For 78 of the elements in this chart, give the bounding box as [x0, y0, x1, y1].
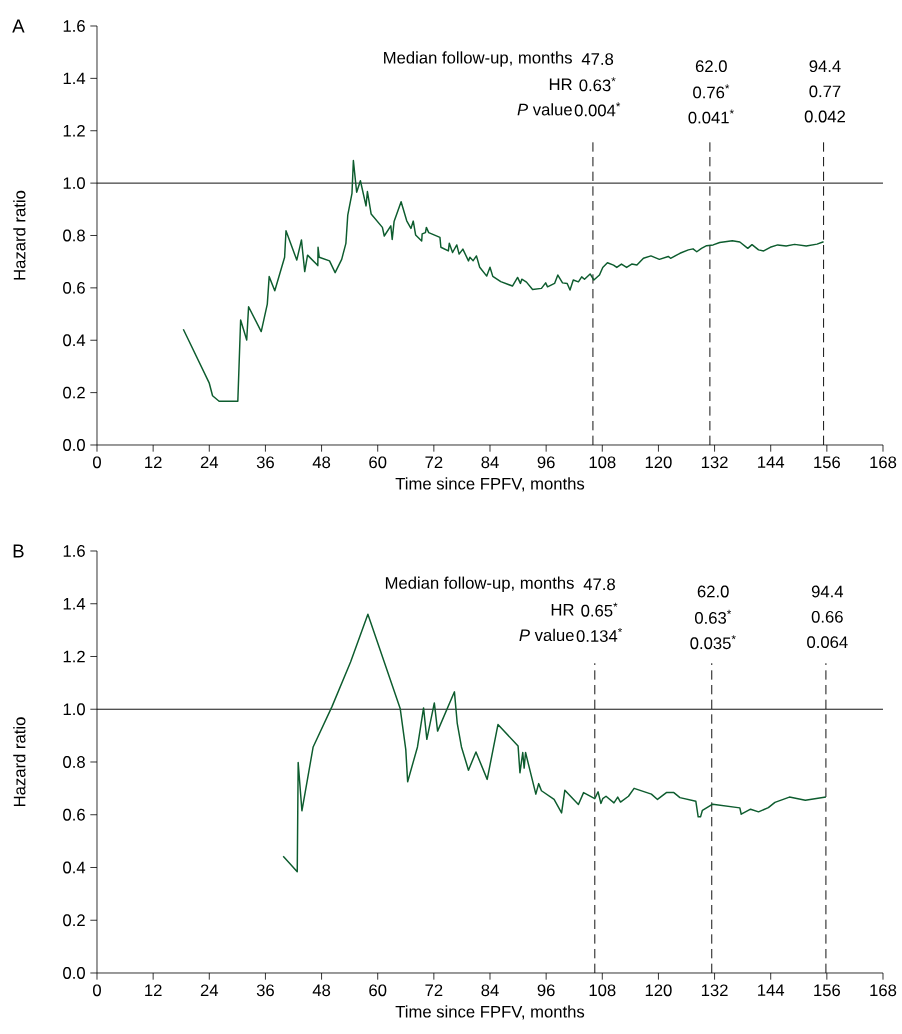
x-tick-label: 132	[701, 456, 728, 469]
annotation: P value	[519, 628, 574, 642]
x-tick-label: 72	[425, 456, 443, 469]
x-tick-label: 60	[369, 984, 387, 997]
annotation: P value	[517, 103, 572, 116]
x-tick-label: 48	[312, 984, 331, 997]
annotation: 94.4	[809, 60, 841, 73]
y-tick-label: 1.4	[63, 72, 86, 85]
y-tick-label: 0.6	[63, 281, 85, 294]
y-tick-label: 0.6	[63, 808, 85, 821]
x-tick-label: 168	[870, 984, 897, 997]
y-tick-label: 1.6	[63, 545, 85, 557]
x-tick-label: 36	[256, 984, 274, 997]
y-tick-label: 1.4	[63, 598, 86, 610]
x-axis-title: Time since FPFV, months	[395, 1005, 585, 1020]
chart-title: B	[13, 544, 24, 558]
annotation: 0.77	[809, 85, 841, 98]
x-tick-label: 156	[814, 456, 841, 469]
annotation: 0.66	[811, 610, 843, 623]
y-tick-label: 0.2	[63, 386, 85, 399]
annotation: HR	[549, 78, 572, 90]
x-tick-label: 144	[758, 456, 785, 468]
annotation: 62.0	[695, 60, 727, 73]
chart-title: A	[12, 19, 25, 33]
x-tick-label: 108	[589, 456, 616, 469]
x-tick-label: 24	[200, 456, 219, 469]
annotation: Median follow-up, months	[384, 51, 572, 67]
y-tick-label: 1.2	[63, 650, 85, 663]
x-tick-label: 24	[200, 984, 219, 997]
x-tick-label: 12	[145, 456, 162, 469]
y-axis-title: Hazard ratio	[13, 717, 26, 807]
x-tick-label: 120	[645, 984, 672, 997]
y-tick-label: 0.0	[63, 967, 85, 979]
x-tick-label: 84	[481, 984, 499, 997]
x-tick-label: 96	[537, 984, 555, 997]
annotation: 0.042	[804, 110, 845, 123]
x-tick-label: 12	[145, 984, 162, 997]
annotation: 0.064	[807, 636, 848, 649]
x-tick-label: 36	[256, 456, 274, 469]
x-tick-label: 144	[758, 984, 785, 996]
annotation: 0.035$^{*}$	[690, 635, 736, 650]
annotation: 0.134$^{*}$	[576, 627, 623, 642]
y-tick-label: 0.4	[63, 861, 86, 874]
y-axis-title: Hazard ratio	[13, 190, 26, 280]
x-tick-label: 0	[93, 984, 101, 997]
annotation: 47.8	[581, 53, 614, 65]
y-tick-label: 1.0	[63, 703, 85, 716]
x-tick-label: 132	[701, 984, 728, 997]
y-tick-label: 0.2	[63, 914, 85, 927]
x-axis-title: Time since FPFV, months	[395, 477, 585, 492]
annotation: 0.63$^{*}$	[579, 77, 616, 92]
y-tick-label: 1.6	[63, 20, 85, 32]
annotation: 47.8	[583, 578, 615, 591]
y-tick-label: 0.0	[63, 439, 85, 451]
annotation: 0.76$^{*}$	[693, 84, 730, 99]
x-tick-label: 156	[814, 984, 841, 997]
y-tick-label: 1.2	[63, 124, 85, 137]
y-tick-label: 0.8	[63, 756, 85, 768]
annotation: 0.041$^{*}$	[688, 109, 734, 124]
annotation: HR	[551, 603, 574, 616]
x-tick-label: 120	[645, 456, 672, 469]
annotation: 94.4	[811, 585, 844, 598]
x-tick-label: 96	[537, 456, 555, 469]
y-tick-label: 0.4	[63, 334, 86, 347]
annotation: 0.004$^{*}$	[574, 102, 621, 117]
x-tick-label: 0	[93, 456, 101, 469]
annotation: 0.63$^{*}$	[694, 609, 732, 624]
y-tick-label: 0.8	[63, 229, 85, 242]
x-tick-label: 60	[369, 456, 387, 469]
x-tick-label: 72	[425, 984, 443, 997]
x-tick-label: 168	[870, 456, 897, 469]
x-tick-label: 108	[589, 984, 616, 997]
annotation: 62.0	[697, 585, 729, 598]
annotation: Median follow-up, months	[385, 576, 574, 593]
x-tick-label: 48	[312, 456, 331, 469]
y-tick-label: 1.0	[63, 177, 85, 190]
x-tick-label: 84	[481, 456, 499, 469]
annotation: 0.65$^{*}$	[581, 602, 618, 617]
